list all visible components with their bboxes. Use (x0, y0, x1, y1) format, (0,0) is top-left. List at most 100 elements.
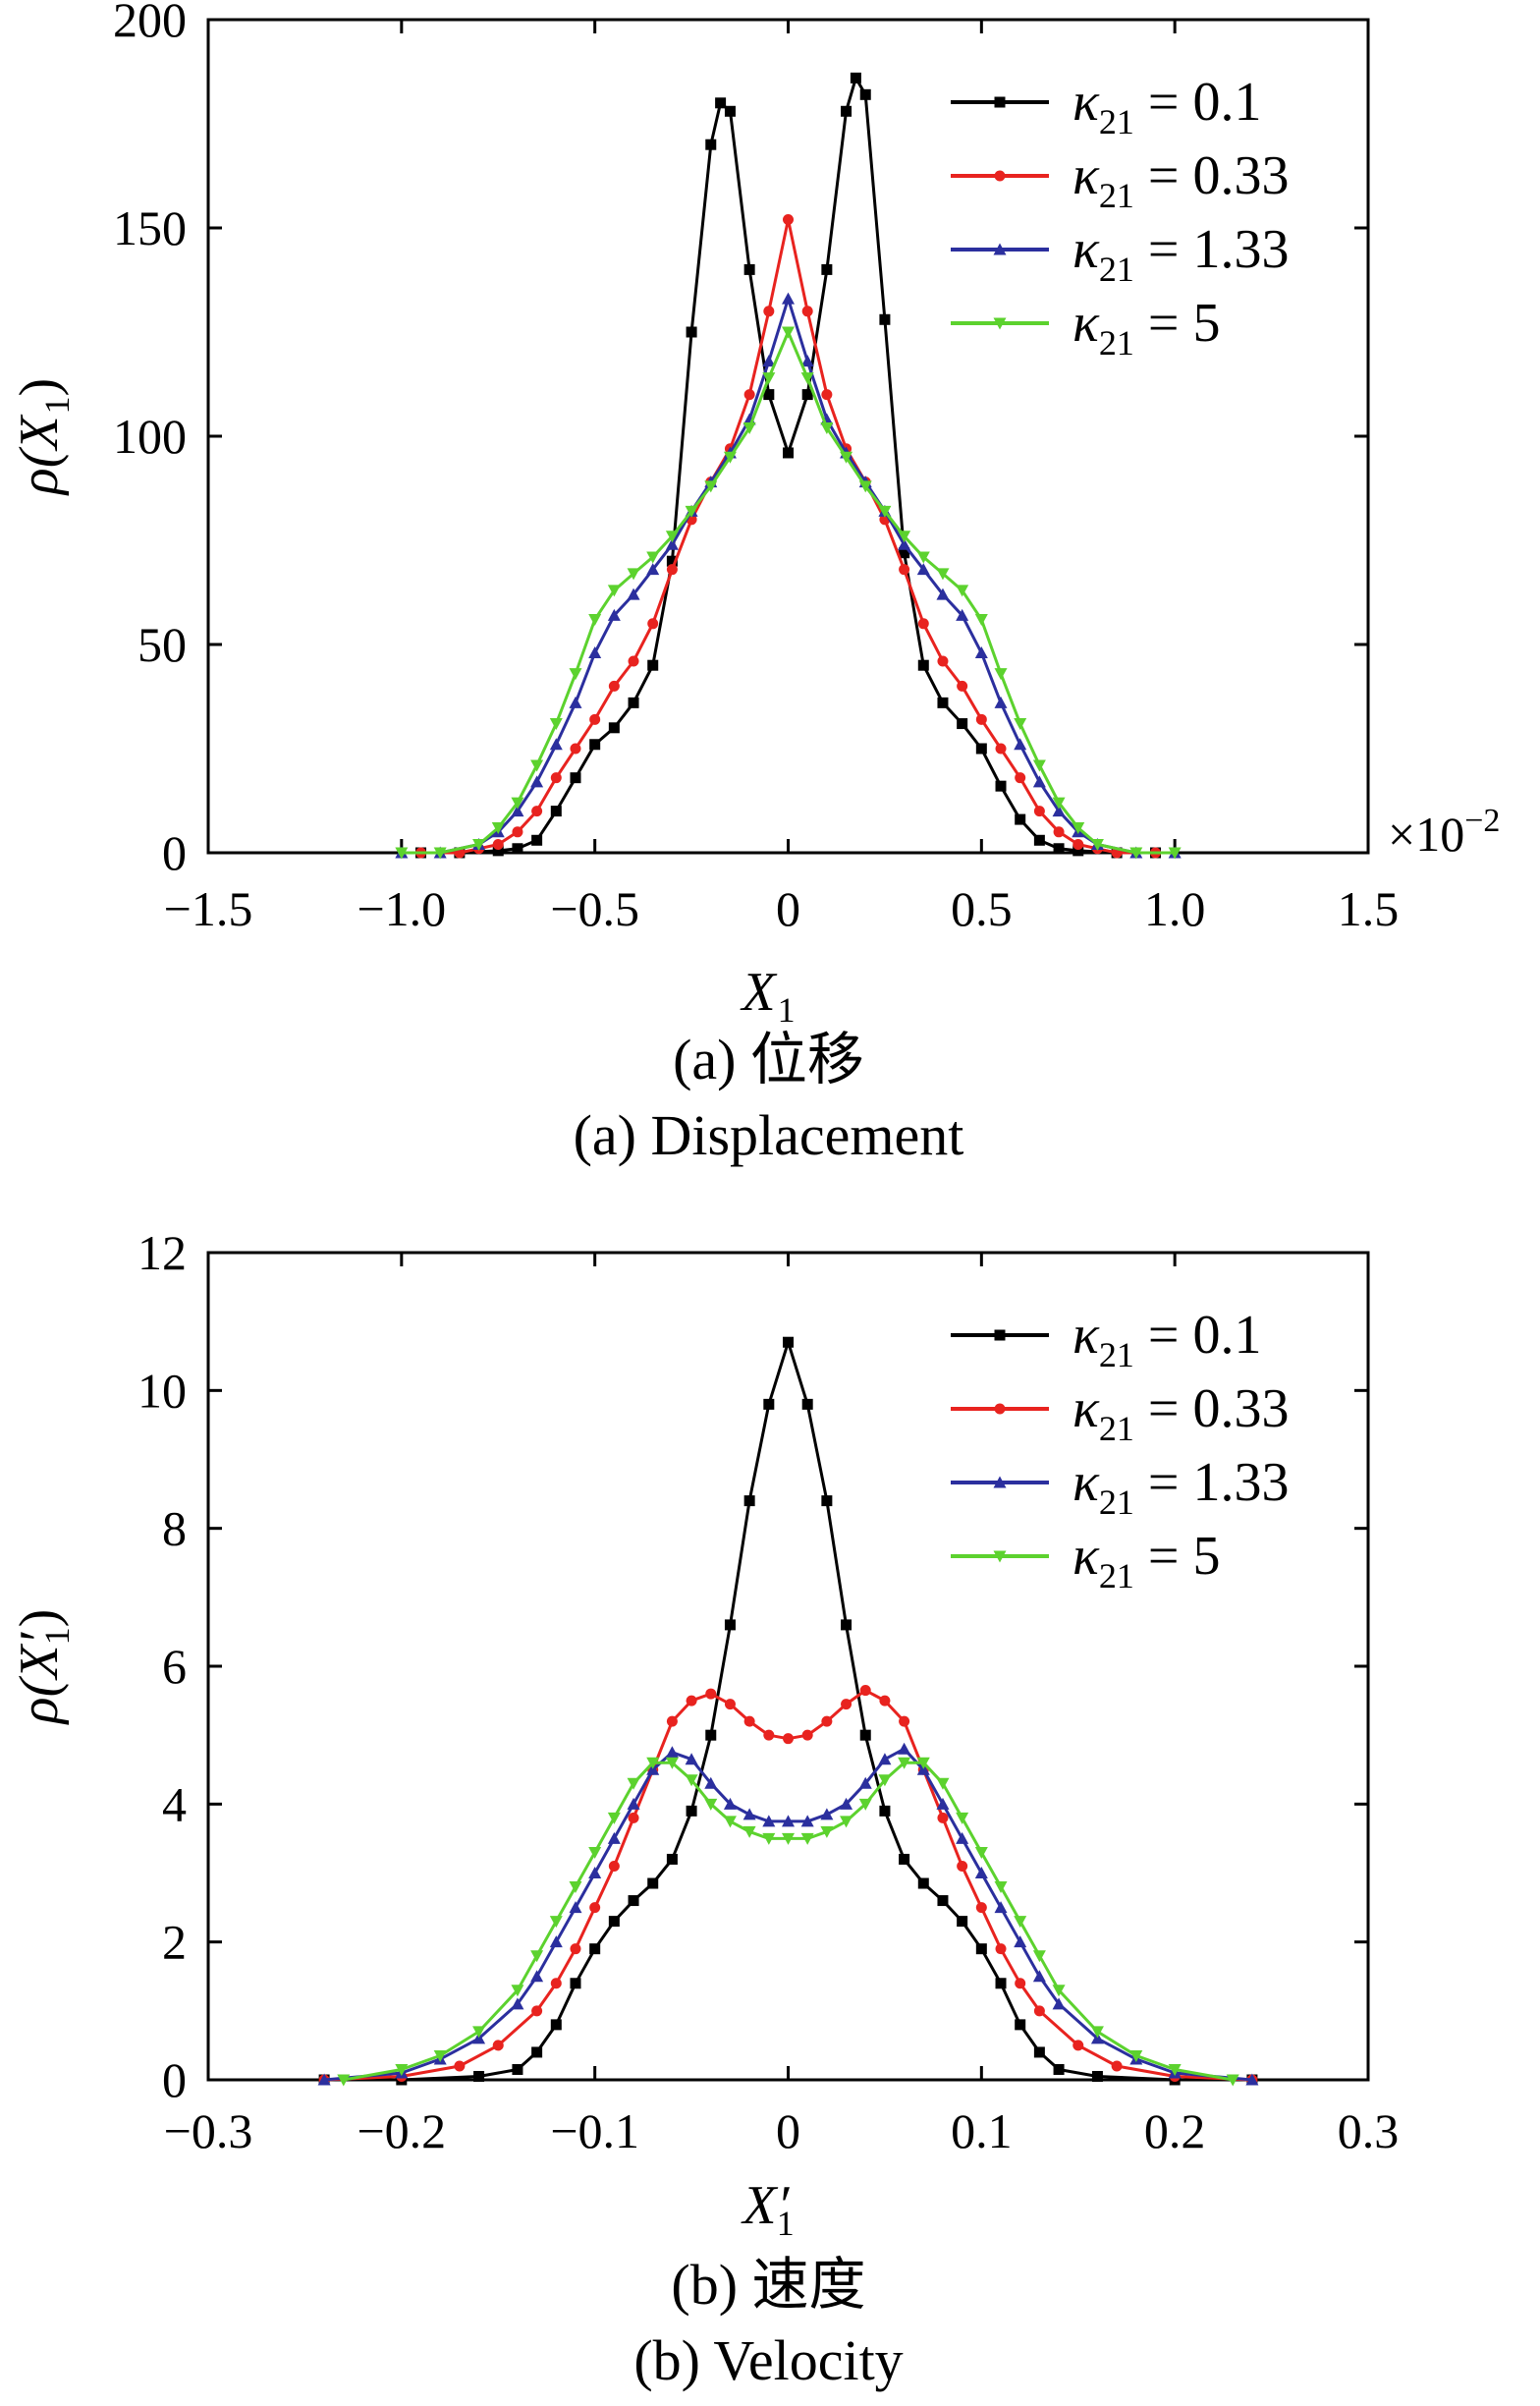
data-point (395, 847, 409, 860)
data-point (1090, 839, 1104, 852)
x-axis-label: X1 (740, 962, 795, 1030)
data-point (512, 826, 523, 838)
x-tick-label: 0 (776, 881, 800, 936)
data-point (898, 531, 911, 543)
data-point (841, 1619, 852, 1631)
y-tick-label: 2 (162, 1915, 187, 1970)
x-tick-label: −1.5 (164, 881, 253, 936)
data-point (607, 608, 621, 621)
data-point (994, 1881, 1008, 1894)
series-0 (415, 72, 1161, 859)
data-point (879, 313, 891, 325)
data-point (1052, 805, 1066, 817)
data-point (724, 1619, 736, 1631)
data-point (627, 588, 640, 600)
caption-english: (a) Displacement (574, 1103, 964, 1167)
data-point (801, 306, 813, 317)
data-point (783, 447, 794, 459)
legend-label: κ21 = 0.1 (1072, 1305, 1261, 1374)
data-point (1072, 2040, 1084, 2051)
caption-chinese: (a) 位移 (673, 1028, 864, 1091)
x-axis-multiplier: ×10−2 (1388, 803, 1500, 862)
data-point (840, 1797, 853, 1810)
data-point (957, 718, 968, 730)
x-tick-label: 0.1 (951, 2103, 1013, 2158)
legend-swatch-marker (994, 1403, 1006, 1415)
x-tick-label: 1.0 (1144, 881, 1206, 936)
data-point (879, 1695, 891, 1707)
data-point (957, 1916, 968, 1928)
legend-label: κ21 = 1.33 (1072, 219, 1289, 289)
data-point (531, 806, 543, 817)
y-tick-label: 200 (113, 0, 187, 47)
data-point (588, 614, 602, 627)
series-line (420, 218, 1156, 855)
data-point (782, 1832, 795, 1845)
data-point (840, 451, 853, 464)
legend-entry: κ21 = 0.33 (951, 145, 1289, 215)
data-point (665, 1746, 679, 1759)
data-point (723, 451, 737, 464)
data-point (898, 537, 911, 550)
data-point (512, 2063, 523, 2075)
data-point (937, 697, 949, 708)
data-point (549, 718, 563, 731)
data-point (588, 1846, 602, 1859)
data-point (1032, 1950, 1046, 1963)
data-point (607, 1831, 621, 1844)
data-point (801, 389, 813, 401)
data-point (1033, 806, 1045, 817)
data-point (569, 1901, 582, 1914)
data-point (1032, 1970, 1046, 1983)
data-point (607, 585, 621, 597)
data-point (666, 1715, 678, 1727)
x-tick-label: 0.5 (951, 881, 1013, 936)
caption-chinese: (b) 速度 (671, 2253, 865, 2317)
data-point (723, 1816, 737, 1828)
data-point (762, 1815, 776, 1827)
data-point (763, 306, 775, 317)
legend-swatch-marker (994, 170, 1006, 182)
data-point (1168, 847, 1182, 860)
data-point (647, 1877, 659, 1889)
y-tick-label: 4 (162, 1776, 187, 1831)
series-1 (318, 1685, 1258, 2086)
plot-frame (206, 1251, 1370, 2082)
data-point (937, 655, 949, 667)
data-point (608, 1860, 620, 1872)
series-2 (395, 292, 1182, 859)
legend-label: κ21 = 5 (1072, 293, 1220, 363)
data-point (763, 1729, 775, 1741)
series-1 (415, 214, 1161, 859)
data-point (472, 2032, 486, 2044)
data-point (628, 1812, 639, 1823)
legend-swatch-marker (993, 1550, 1007, 1563)
data-point (530, 1950, 544, 1963)
data-point (646, 551, 660, 564)
legend-swatch-marker (993, 1476, 1007, 1488)
data-point (936, 568, 950, 581)
data-point (569, 668, 582, 681)
data-point (686, 1695, 697, 1707)
data-point (743, 1495, 755, 1507)
data-point (395, 2063, 409, 2076)
x-tick-label: −1.0 (357, 881, 446, 936)
data-point (628, 697, 639, 708)
data-point (531, 2005, 543, 2017)
x-axis-label: X′1 (741, 2175, 794, 2243)
data-point (666, 555, 678, 567)
data-point (1129, 2049, 1143, 2062)
x-tick-label: 0.3 (1338, 2103, 1400, 2158)
data-point (859, 88, 871, 100)
data-point (472, 839, 486, 852)
caption-english: (b) Velocity (633, 2328, 903, 2392)
legend-entry: κ21 = 1.33 (951, 1452, 1289, 1522)
data-point (956, 1812, 969, 1824)
data-point (550, 1978, 562, 1989)
data-point (530, 1970, 544, 1983)
legend-entry: κ21 = 1.33 (951, 219, 1289, 289)
data-point (1052, 797, 1066, 810)
data-point (917, 659, 929, 671)
